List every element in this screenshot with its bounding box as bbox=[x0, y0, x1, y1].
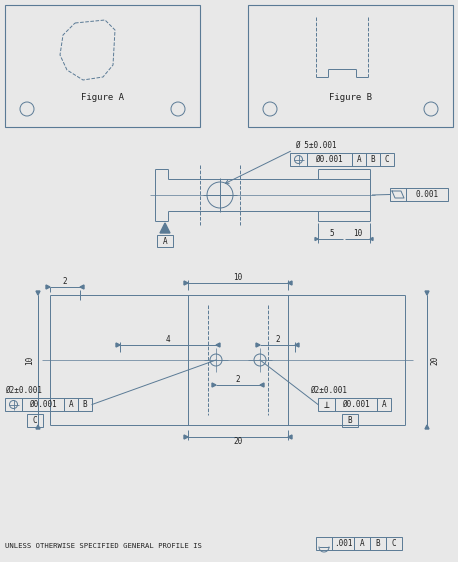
Text: 2: 2 bbox=[236, 375, 240, 384]
Polygon shape bbox=[116, 343, 120, 347]
Bar bbox=[27, 414, 43, 427]
Text: C: C bbox=[392, 539, 396, 548]
Polygon shape bbox=[315, 238, 318, 241]
Text: 10: 10 bbox=[26, 355, 34, 365]
Text: 0.001: 0.001 bbox=[415, 190, 439, 199]
Bar bbox=[354, 537, 370, 550]
Bar bbox=[78, 398, 92, 411]
Polygon shape bbox=[370, 238, 373, 241]
Text: Ø0.001: Ø0.001 bbox=[315, 155, 343, 164]
Text: A: A bbox=[357, 155, 361, 164]
Polygon shape bbox=[288, 281, 292, 285]
Text: C: C bbox=[385, 155, 389, 164]
Polygon shape bbox=[80, 285, 84, 289]
Bar bbox=[380, 153, 394, 166]
Polygon shape bbox=[184, 281, 188, 285]
Text: 5: 5 bbox=[330, 229, 334, 238]
Text: 20: 20 bbox=[431, 355, 440, 365]
Bar bbox=[390, 188, 448, 201]
Bar bbox=[5, 5, 200, 127]
Polygon shape bbox=[425, 425, 429, 429]
Text: A: A bbox=[360, 539, 364, 548]
Polygon shape bbox=[425, 291, 429, 295]
Bar bbox=[377, 398, 391, 411]
Text: ⊥: ⊥ bbox=[323, 400, 329, 410]
Text: Ø2±0.001: Ø2±0.001 bbox=[5, 386, 42, 395]
Polygon shape bbox=[256, 343, 260, 347]
Bar bbox=[352, 153, 366, 166]
Text: Ø2±0.001: Ø2±0.001 bbox=[310, 386, 347, 395]
Bar bbox=[64, 398, 78, 411]
Text: C: C bbox=[33, 416, 37, 425]
Text: 2: 2 bbox=[275, 336, 280, 345]
Text: 10: 10 bbox=[234, 274, 243, 283]
Text: B: B bbox=[376, 539, 380, 548]
Bar bbox=[316, 537, 332, 550]
Bar bbox=[157, 235, 173, 247]
Bar bbox=[248, 5, 453, 127]
Polygon shape bbox=[216, 343, 220, 347]
Polygon shape bbox=[212, 383, 216, 387]
Text: A: A bbox=[382, 400, 386, 409]
Text: Figure A: Figure A bbox=[81, 93, 124, 102]
Polygon shape bbox=[36, 291, 40, 295]
Polygon shape bbox=[160, 223, 170, 233]
Text: Ø0.001: Ø0.001 bbox=[29, 400, 57, 409]
Polygon shape bbox=[46, 285, 50, 289]
Text: 2: 2 bbox=[63, 278, 67, 287]
Bar bbox=[335, 398, 377, 411]
Polygon shape bbox=[295, 343, 299, 347]
Text: A: A bbox=[163, 237, 167, 246]
Text: B: B bbox=[348, 416, 352, 425]
Text: 10: 10 bbox=[354, 229, 363, 238]
Bar bbox=[307, 153, 352, 166]
Text: UNLESS OTHERWISE SPECIFIED GENERAL PROFILE IS: UNLESS OTHERWISE SPECIFIED GENERAL PROFI… bbox=[5, 543, 202, 549]
Bar bbox=[332, 537, 354, 550]
Text: .001: .001 bbox=[334, 539, 352, 548]
Bar bbox=[290, 153, 307, 166]
Bar bbox=[22, 398, 64, 411]
Text: A: A bbox=[69, 400, 73, 409]
Bar bbox=[342, 414, 358, 427]
Bar bbox=[370, 537, 386, 550]
Text: B: B bbox=[83, 400, 87, 409]
Text: B: B bbox=[371, 155, 375, 164]
Bar bbox=[5, 398, 22, 411]
Text: 20: 20 bbox=[234, 437, 243, 446]
Text: 4: 4 bbox=[166, 336, 170, 345]
Polygon shape bbox=[36, 425, 40, 429]
Bar bbox=[366, 153, 380, 166]
Text: Ø 5±0.001: Ø 5±0.001 bbox=[295, 140, 337, 149]
Polygon shape bbox=[184, 435, 188, 439]
Text: Ø0.001: Ø0.001 bbox=[342, 400, 370, 409]
Text: Figure B: Figure B bbox=[329, 93, 372, 102]
Polygon shape bbox=[288, 435, 292, 439]
Bar bbox=[318, 398, 335, 411]
Bar bbox=[386, 537, 402, 550]
Polygon shape bbox=[260, 383, 264, 387]
